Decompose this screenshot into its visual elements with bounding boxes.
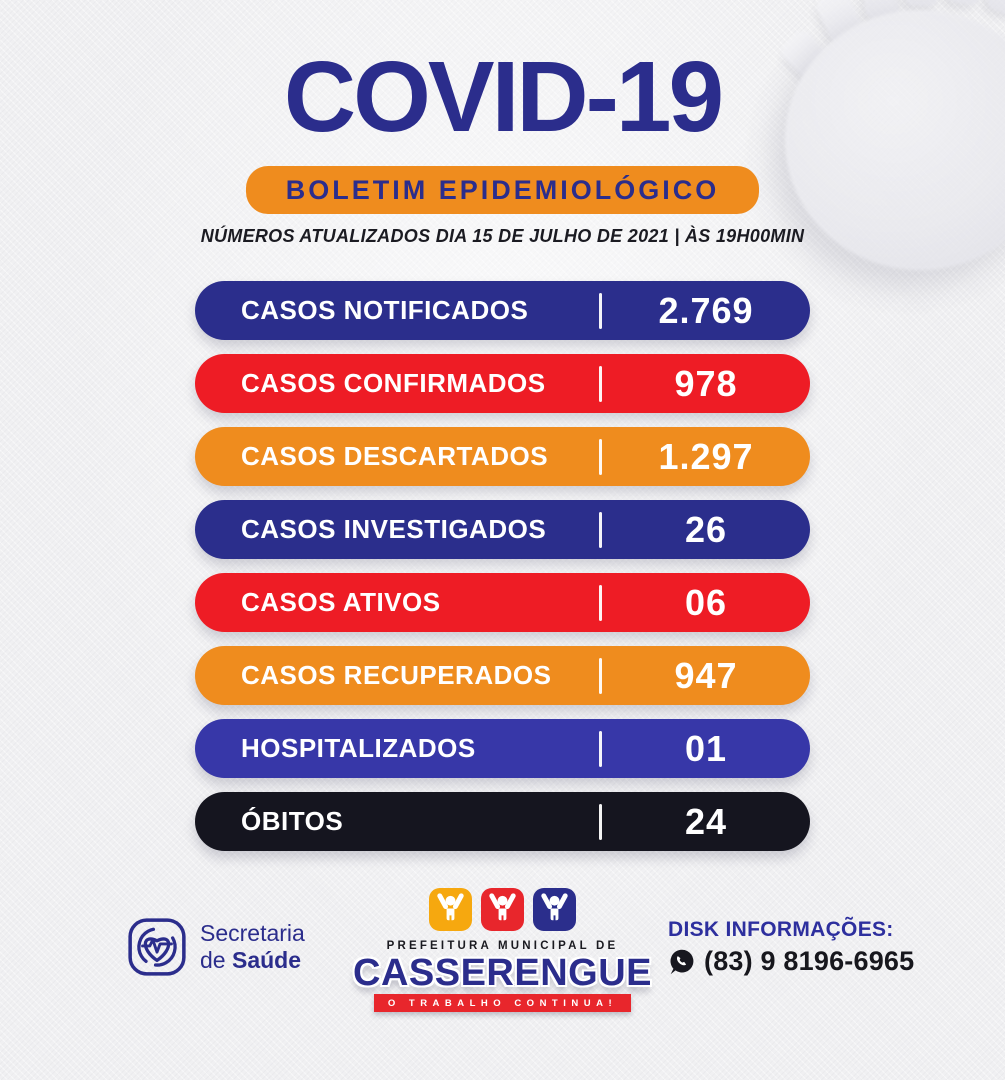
stat-value: 26	[684, 508, 728, 550]
stat-divider	[599, 511, 602, 548]
stat-divider	[599, 584, 602, 621]
stat-value: 947	[674, 654, 738, 696]
stat-label: CASOS INVESTIGADOS	[241, 514, 547, 544]
stat-label: CASOS CONFIRMADOS	[241, 368, 546, 398]
stat-label: CASOS ATIVOS	[241, 587, 441, 617]
health-dept-logo: Secretaria de Saúde	[126, 916, 305, 978]
subtitle-badge: BOLETIM EPIDEMIOLÓGICO	[0, 166, 1005, 214]
stat-row-casos-investigados: CASOS INVESTIGADOS 26	[195, 500, 810, 559]
stat-divider	[599, 657, 602, 694]
stat-label: CASOS NOTIFICADOS	[241, 295, 529, 325]
stats-list: CASOS NOTIFICADOS 2.769 CASOS CONFIRMADO…	[195, 281, 810, 851]
health-dept-line1: Secretaria	[200, 920, 305, 946]
stat-label: ÓBITOS	[241, 806, 344, 836]
stat-divider	[599, 803, 602, 840]
stat-value: 01	[684, 727, 728, 769]
page-title: COVID-19	[283, 41, 724, 153]
heart-pulse-icon	[126, 916, 188, 978]
stat-row-casos-confirmados: CASOS CONFIRMADOS 978	[195, 354, 810, 413]
stat-row-casos-recuperados: CASOS RECUPERADOS 947	[195, 646, 810, 705]
contact-block: DISK INFORMAÇÕES: (83) 9 8196-6965	[668, 918, 914, 977]
stat-divider	[599, 438, 602, 475]
health-dept-name: Secretaria de Saúde	[200, 920, 305, 974]
phone-number: (83) 9 8196-6965	[704, 946, 915, 976]
stat-divider	[599, 365, 602, 402]
stat-divider	[599, 292, 602, 329]
update-line-date: DIA 15 DE JULHO DE 2021 | ÀS 19H00MIN	[435, 226, 805, 246]
update-line: NÚMEROS ATUALIZADOS DIA 15 DE JULHO DE 2…	[0, 226, 1005, 247]
health-dept-line2: de Saúde	[200, 947, 302, 973]
stat-value: 1.297	[658, 435, 754, 477]
subtitle-badge-label: BOLETIM EPIDEMIOLÓGICO	[245, 166, 760, 214]
contact-label: DISK INFORMAÇÕES:	[668, 918, 894, 941]
phone-row: (83) 9 8196-6965	[668, 946, 914, 977]
stat-divider	[599, 730, 602, 767]
stat-label: HOSPITALIZADOS	[241, 733, 476, 763]
stat-row-obitos: ÓBITOS 24	[195, 792, 810, 851]
person-yellow-icon	[429, 888, 472, 931]
city-name: CASSERENGUE	[353, 952, 652, 994]
stat-row-casos-descartados: CASOS DESCARTADOS 1.297	[195, 427, 810, 486]
stat-value: 978	[674, 362, 738, 404]
city-hall-logo: PREFEITURA MUNICIPAL DE CASSERENGUE O TR…	[0, 888, 1005, 1012]
stat-row-casos-ativos: CASOS ATIVOS 06	[195, 573, 810, 632]
stat-row-hospitalizados: HOSPITALIZADOS 01	[195, 719, 810, 778]
stat-value: 2.769	[658, 289, 754, 331]
stat-value: 24	[684, 800, 728, 842]
stat-label: CASOS RECUPERADOS	[241, 660, 552, 690]
whatsapp-icon	[668, 948, 696, 976]
people-icons	[429, 888, 576, 931]
person-red-icon	[481, 888, 524, 931]
update-line-prefix: NÚMEROS ATUALIZADOS	[200, 226, 431, 246]
coronavirus-decoration	[745, 0, 1005, 270]
city-slogan-ribbon: O TRABALHO CONTINUA!	[373, 994, 632, 1012]
stat-value: 06	[684, 581, 728, 623]
stat-row-casos-notificados: CASOS NOTIFICADOS 2.769	[195, 281, 810, 340]
person-blue-icon	[533, 888, 576, 931]
stat-label: CASOS DESCARTADOS	[241, 441, 549, 471]
city-overline: PREFEITURA MUNICIPAL DE	[386, 940, 619, 952]
